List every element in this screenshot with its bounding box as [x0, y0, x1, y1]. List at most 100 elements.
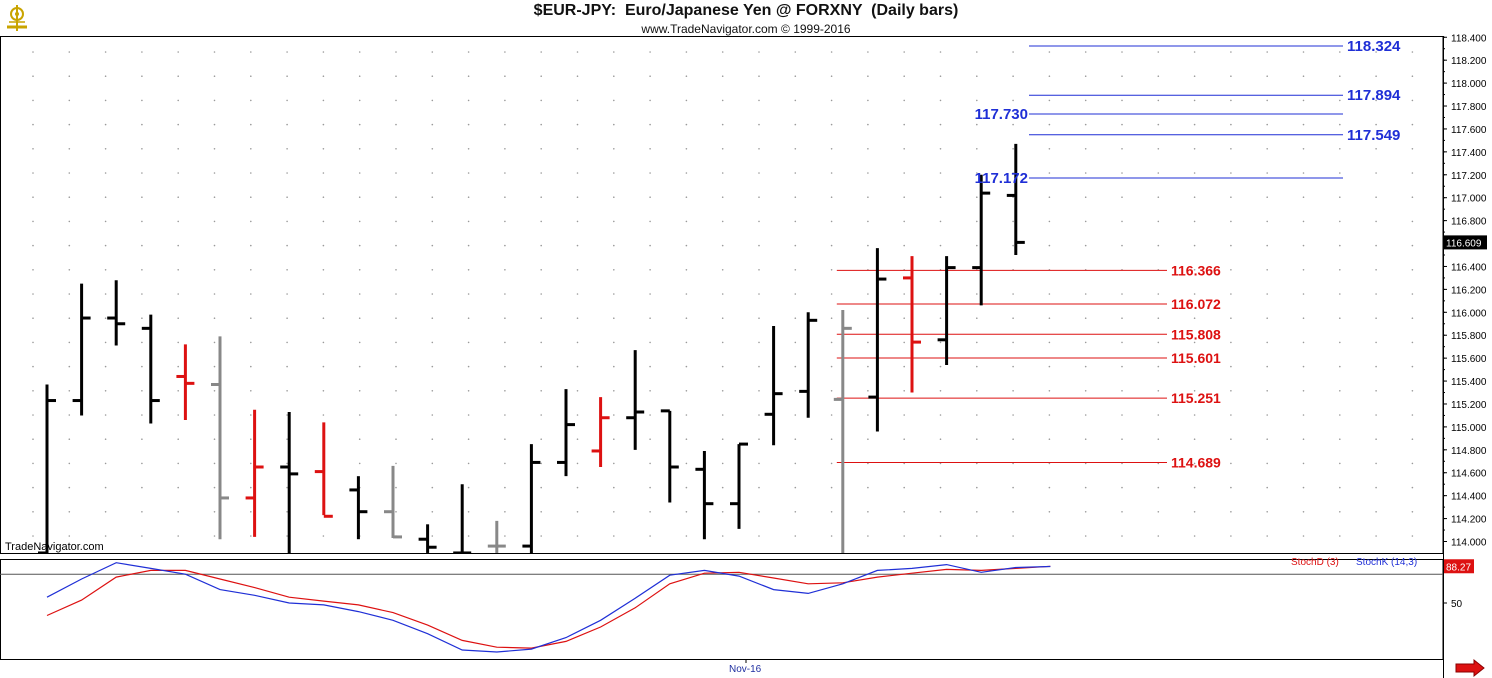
- grid-dot: [939, 123, 942, 126]
- grid-dot: [250, 244, 252, 247]
- grid-dot: [431, 486, 434, 489]
- y-tick-label: 116.800: [1451, 217, 1487, 228]
- ohlc-bar: [72, 283, 91, 416]
- grid-dot: [1375, 341, 1377, 344]
- grid-dot: [1084, 535, 1087, 537]
- grid-dot: [685, 51, 688, 53]
- grid-dot: [141, 293, 143, 295]
- grid-dot: [1375, 486, 1377, 489]
- grid-dot: [177, 365, 179, 368]
- grid-dot: [867, 438, 869, 441]
- grid-dot: [576, 220, 579, 223]
- grid-dot: [1266, 438, 1268, 441]
- support-level-label: 116.072: [1171, 296, 1221, 312]
- stochd-legend-label: StochD (3): [1291, 557, 1339, 568]
- chart-subtitle: www.TradeNavigator.com © 1999-2016: [641, 22, 851, 36]
- grid-dot: [1121, 172, 1123, 174]
- grid-dot: [1266, 414, 1268, 416]
- chart-title: $EUR-JPY: Euro/Japanese Yen @ FORXNY (Da…: [533, 2, 959, 19]
- grid-dot: [141, 511, 143, 513]
- grid-dot: [685, 148, 688, 150]
- grid-dot: [1084, 293, 1087, 295]
- grid-dot: [1375, 244, 1377, 247]
- grid-dot: [32, 99, 34, 102]
- grid-dot: [903, 365, 905, 368]
- support-level-label: 115.601: [1171, 350, 1221, 366]
- grid-dot: [177, 123, 179, 126]
- grid-dot: [903, 341, 905, 344]
- grid-dot: [1121, 365, 1123, 368]
- grid-dot: [903, 220, 905, 223]
- grid-dot: [322, 414, 325, 416]
- grid-dot: [576, 172, 579, 174]
- grid-dot: [939, 365, 942, 368]
- grid-dot: [1084, 99, 1087, 102]
- grid-dot: [1193, 123, 1196, 126]
- grid-dot: [1012, 438, 1014, 441]
- target-level-label: 118.324: [1347, 38, 1401, 55]
- grid-dot: [903, 438, 905, 441]
- ohlc-bar: [38, 384, 56, 553]
- grid-dot: [1230, 293, 1232, 295]
- grid-dot: [322, 99, 325, 102]
- grid-dot: [903, 123, 905, 126]
- grid-dot: [1048, 196, 1051, 198]
- grid-dot: [976, 123, 978, 126]
- grid-dot: [104, 75, 107, 77]
- grid-dot: [104, 172, 107, 174]
- grid-dot: [830, 196, 833, 198]
- grid-dot: [141, 269, 143, 271]
- grid-dot: [576, 317, 579, 320]
- ohlc-bar: [833, 310, 852, 553]
- grid-dot: [431, 390, 434, 392]
- grid-dot: [141, 317, 143, 320]
- grid-dot: [1048, 535, 1051, 537]
- grid-dot: [213, 293, 216, 295]
- grid-dot: [1339, 196, 1341, 198]
- grid-dot: [213, 438, 216, 441]
- grid-dot: [1193, 244, 1196, 247]
- grid-dot: [576, 51, 579, 53]
- grid-dot: [540, 172, 542, 174]
- grid-dot: [1121, 293, 1123, 295]
- ohlc-bar: [453, 484, 472, 553]
- grid-dot: [1266, 99, 1268, 102]
- grid-dot: [250, 462, 252, 465]
- grid-dot: [467, 148, 470, 150]
- grid-dot: [1157, 196, 1160, 198]
- grid-dot: [504, 535, 506, 537]
- grid-dot: [467, 75, 470, 77]
- grid-dot: [830, 123, 833, 126]
- grid-dot: [213, 148, 216, 150]
- grid-dot: [867, 51, 869, 53]
- grid-dot: [1302, 196, 1305, 198]
- grid-dot: [649, 148, 651, 150]
- grid-dot: [576, 462, 579, 465]
- grid-dot: [141, 462, 143, 465]
- grid-dot: [504, 220, 506, 223]
- grid-dot: [540, 123, 542, 126]
- grid-dot: [250, 220, 252, 223]
- grid-dot: [721, 269, 724, 271]
- grid-dot: [1411, 438, 1414, 441]
- ohlc-bar: [626, 350, 645, 450]
- grid-dot: [322, 365, 325, 368]
- grid-dot: [431, 220, 434, 223]
- support-level-label: 116.366: [1171, 262, 1221, 278]
- grid-dot: [395, 486, 397, 489]
- grid-dot: [467, 244, 470, 247]
- grid-dot: [1411, 317, 1414, 320]
- grid-dot: [794, 438, 797, 441]
- grid-dot: [1302, 51, 1305, 53]
- grid-dot: [358, 438, 361, 441]
- grid-dot: [1157, 317, 1160, 320]
- grid-dot: [1230, 244, 1232, 247]
- grid-dot: [1121, 220, 1123, 223]
- grid-dot: [322, 293, 325, 295]
- grid-dot: [177, 317, 179, 320]
- grid-dot: [68, 269, 71, 271]
- grid-dot: [1121, 511, 1123, 513]
- grid-dot: [1157, 535, 1160, 537]
- grid-dot: [322, 172, 325, 174]
- grid-dot: [1302, 341, 1305, 344]
